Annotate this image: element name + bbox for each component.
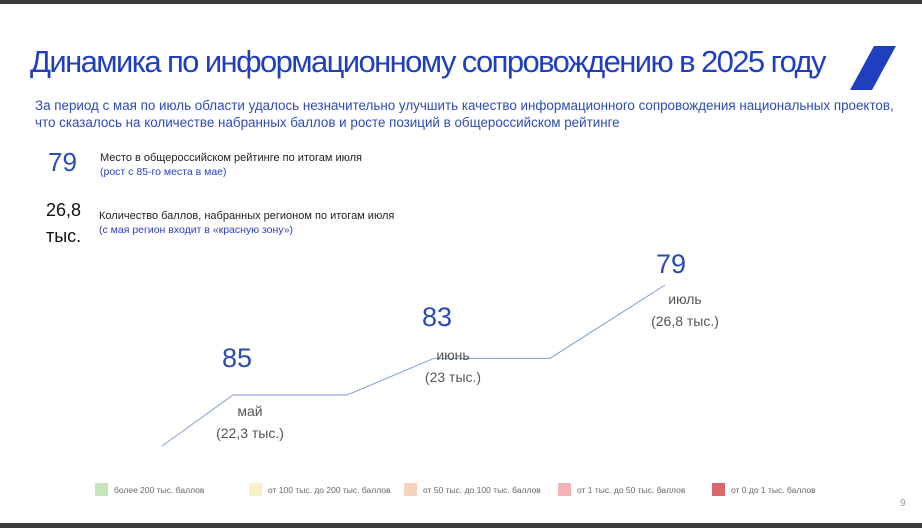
chart-category-july: июль [668,291,702,307]
chart-score-label-july: (26,8 тыс.) [651,313,719,329]
legend-swatch [558,483,571,496]
legend-label: от 100 тыс. до 200 тыс. баллов [268,484,391,495]
stat-score-note: (с мая регион входит в «красную зону») [99,224,294,236]
legend-item: от 1 тыс. до 50 тыс. баллов [558,483,685,496]
stat-score-value-number: 26,8 [46,200,82,220]
page-title: Динамика по информационному сопровождени… [30,44,827,79]
stat-score-value-unit: тыс. [46,226,82,246]
chart-month-label-may: май (22,3 тыс.) [200,400,300,444]
rank-series-line [161,284,666,447]
legend-swatch [712,483,725,496]
page-number: 9 [900,498,906,509]
chart-category-may: май [237,403,263,419]
legend-label: от 50 тыс. до 100 тыс. баллов [423,484,541,495]
stat-rank-value: 79 [48,147,77,177]
legend-label: от 1 тыс. до 50 тыс. баллов [577,484,686,495]
chart-month-label-july: июль (26,8 тыс.) [635,288,735,332]
chart-category-june: июнь [436,347,470,363]
stat-rank-label: Место в общероссийском рейтинге по итога… [100,152,362,164]
chart-score-label-june: (23 тыс.) [424,369,482,385]
top-border [0,0,922,4]
chart-month-label-june: июнь (23 тыс.) [403,344,503,388]
chart-score-label-may: (22,3 тыс.) [216,425,284,441]
stat-score-value: 26,8 тыс. [46,197,81,249]
legend-label: от 0 до 1 тыс. баллов [731,484,816,495]
legend-swatch [249,483,262,496]
chart-rank-label-may: 85 [222,343,253,373]
chart-rank-label-july: 79 [656,249,687,279]
legend-item: от 100 тыс. до 200 тыс. баллов [249,483,391,496]
subtitle-text: За период с мая по июль области удалось … [35,98,894,130]
legend-item: от 50 тыс. до 100 тыс. баллов [404,483,541,496]
legend-item: более 200 тыс. баллов [95,483,204,496]
bottom-border [0,523,922,528]
legend-item: от 0 до 1 тыс. баллов [712,483,816,496]
slash-logo-icon [850,46,896,90]
legend-label: более 200 тыс. баллов [114,484,205,495]
stat-rank-note: (рост с 85-го места в мае) [100,166,227,178]
stat-score-label: Количество баллов, набранных регионом по… [99,210,395,222]
legend-swatch [95,483,108,496]
chart-rank-label-june: 83 [422,302,453,332]
legend-swatch [404,483,417,496]
